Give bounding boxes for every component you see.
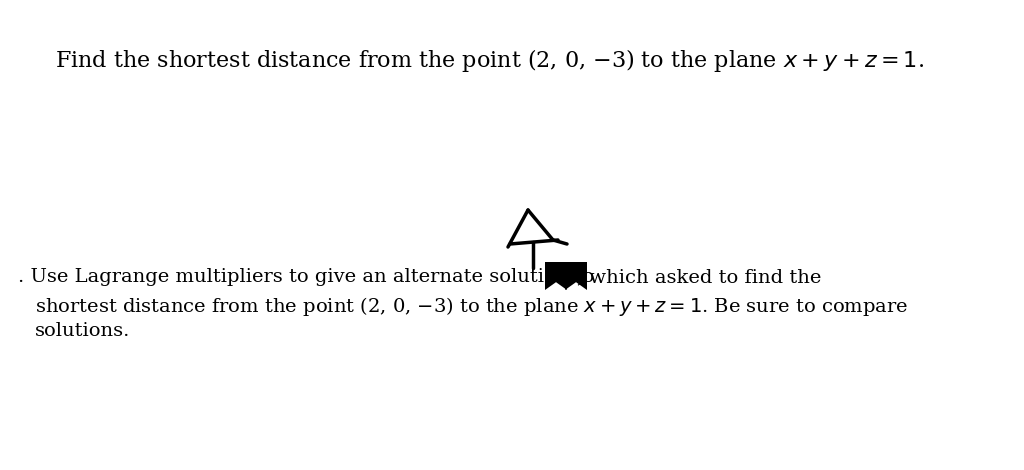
Polygon shape [545,262,567,290]
Text: , which asked to find the: , which asked to find the [577,268,821,286]
Text: shortest distance from the point (2, 0, $-$3) to the plane $x + y + z = 1$. Be s: shortest distance from the point (2, 0, … [35,295,908,318]
Polygon shape [565,262,587,290]
Text: . Use Lagrange multipliers to give an alternate solution to: . Use Lagrange multipliers to give an al… [18,268,594,286]
Text: Find the shortest distance from the point (2, 0, $-$3) to the plane $x + y + z =: Find the shortest distance from the poin… [55,47,924,74]
Text: solutions.: solutions. [35,322,130,340]
